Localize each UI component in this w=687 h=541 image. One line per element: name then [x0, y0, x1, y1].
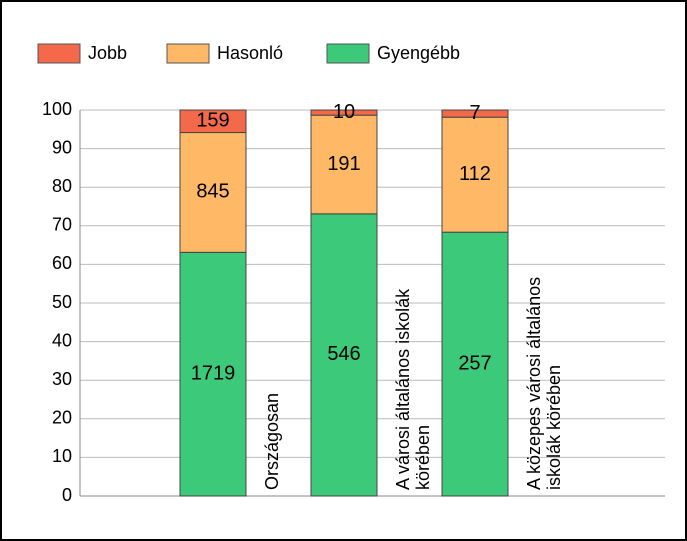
legend-label: Jobb [88, 43, 127, 63]
x-tick-label: A közepes városi általános iskolák köréb… [524, 276, 564, 490]
legend-swatch [37, 43, 81, 64]
data-label: 191 [327, 153, 360, 175]
data-label: 112 [459, 163, 491, 185]
y-tick-label: 70 [52, 215, 72, 235]
data-label: 7 [469, 102, 480, 124]
y-tick-label: 50 [52, 292, 72, 312]
data-label: 159 [196, 110, 229, 132]
x-tick-label: Országosan [262, 392, 282, 490]
legend-swatch [166, 43, 210, 64]
bar-segment [441, 116, 509, 233]
bar-segment [310, 109, 378, 116]
y-tick-label: 10 [52, 446, 72, 466]
bar-segment [179, 251, 247, 497]
bar-segment [179, 109, 247, 134]
data-label: 845 [196, 181, 229, 203]
x-tick-label: A városi általános iskolák körében [393, 288, 433, 490]
bar-segment [310, 114, 378, 215]
y-tick-label: 20 [52, 408, 72, 428]
y-tick-label: 0 [62, 485, 72, 505]
y-tick-label: 90 [52, 137, 72, 157]
y-tick-label: 80 [52, 176, 72, 196]
data-label: 10 [333, 101, 355, 123]
bar-segment [441, 109, 509, 118]
bar-segment [179, 132, 247, 253]
legend-label: Hasonló [217, 43, 283, 63]
legend-label: Gyengébb [377, 43, 460, 63]
legend-swatch [326, 43, 370, 64]
data-label: 1719 [191, 362, 236, 384]
bar-segment [441, 231, 509, 497]
y-tick-label: 100 [42, 99, 72, 119]
data-label: 257 [458, 352, 491, 374]
y-tick-label: 60 [52, 253, 72, 273]
y-tick-label: 40 [52, 330, 72, 350]
bar-segment [310, 213, 378, 497]
y-tick-label: 30 [52, 369, 72, 389]
data-label: 546 [327, 343, 360, 365]
